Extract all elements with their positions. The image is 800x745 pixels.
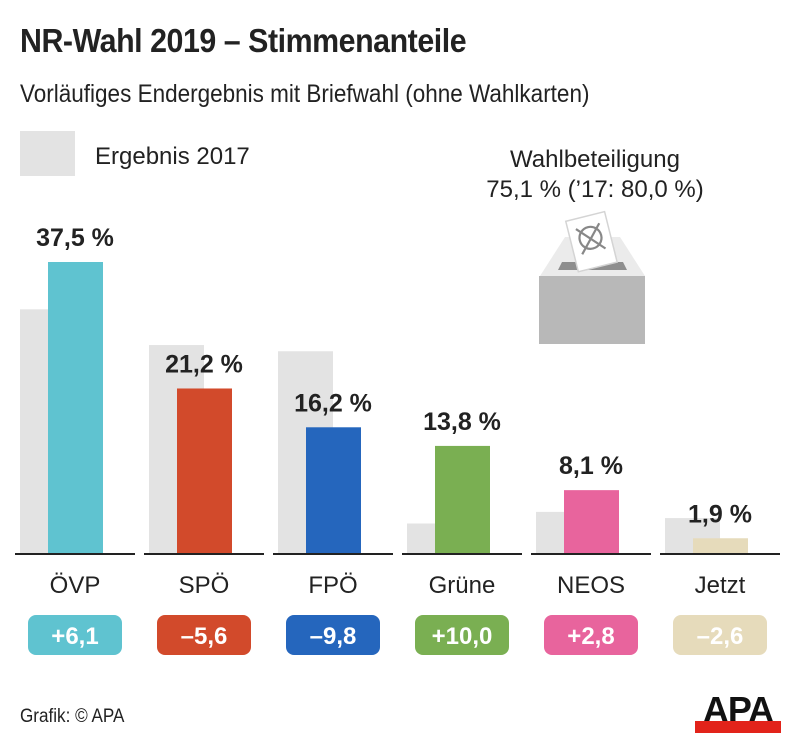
bar-2019-grne (435, 445, 490, 553)
legend-label-2017: Ergebnis 2017 (95, 143, 250, 170)
change-badge-fp (286, 615, 380, 655)
apa-logo-bar (695, 721, 781, 733)
bar-2019-fp (306, 427, 361, 553)
category-label-grne: Grüne (429, 572, 496, 599)
turnout-label: Wahlbeteiligung (510, 146, 680, 173)
change-badge-grne (415, 615, 509, 655)
category-label-fp: FPÖ (308, 572, 357, 599)
change-label-fp: –9,8 (310, 623, 357, 650)
ballot-paper (564, 210, 619, 273)
value-label-fp: 16,2 % (294, 389, 372, 417)
category-label-neos: NEOS (557, 572, 625, 599)
chart-subtitle: Vorläufiges Endergebnis mit Briefwahl (o… (20, 80, 590, 108)
bar-2019-jetzt (693, 538, 748, 553)
turnout-block: Wahlbeteiligung 75,1 % (’17: 80,0 %) (440, 145, 750, 205)
change-badge-neos (544, 615, 638, 655)
bar-2019-neos (564, 490, 619, 553)
bar-2019-vp (48, 262, 103, 553)
value-label-jetzt: 1,9 % (688, 500, 752, 528)
value-label-neos: 8,1 % (559, 452, 623, 480)
value-label-grne: 13,8 % (423, 408, 501, 436)
bar-2019-sp (177, 388, 232, 553)
change-label-grne: +10,0 (432, 623, 493, 650)
value-label-vp: 37,5 % (36, 224, 114, 252)
change-label-jetzt: –2,6 (697, 623, 744, 650)
change-label-vp: +6,1 (51, 623, 98, 650)
category-label-jetzt: Jetzt (695, 572, 746, 599)
apa-logo: APA (695, 691, 781, 733)
change-badge-jetzt (673, 615, 767, 655)
category-label-vp: ÖVP (50, 572, 101, 599)
change-label-sp: –5,6 (181, 623, 228, 650)
chart-title: NR-Wahl 2019 – Stimmenanteile (20, 22, 467, 59)
legend-swatch-2017 (20, 131, 75, 176)
ballot-box-icon (539, 210, 645, 344)
bar-chart: 37,5 % ÖVP +6,1 21,2 % SPÖ –5,6 16,2 % FPÖ –9,8 1… (15, 224, 780, 655)
ballot-box-body (539, 276, 645, 344)
change-badge-sp (157, 615, 251, 655)
change-label-neos: +2,8 (567, 623, 614, 650)
turnout-value: 75,1 % (’17: 80,0 %) (486, 176, 704, 203)
category-label-sp: SPÖ (179, 572, 230, 599)
value-label-sp: 21,2 % (165, 350, 243, 378)
change-badge-vp (28, 615, 122, 655)
credit-text: Grafik: © APA (20, 706, 125, 727)
